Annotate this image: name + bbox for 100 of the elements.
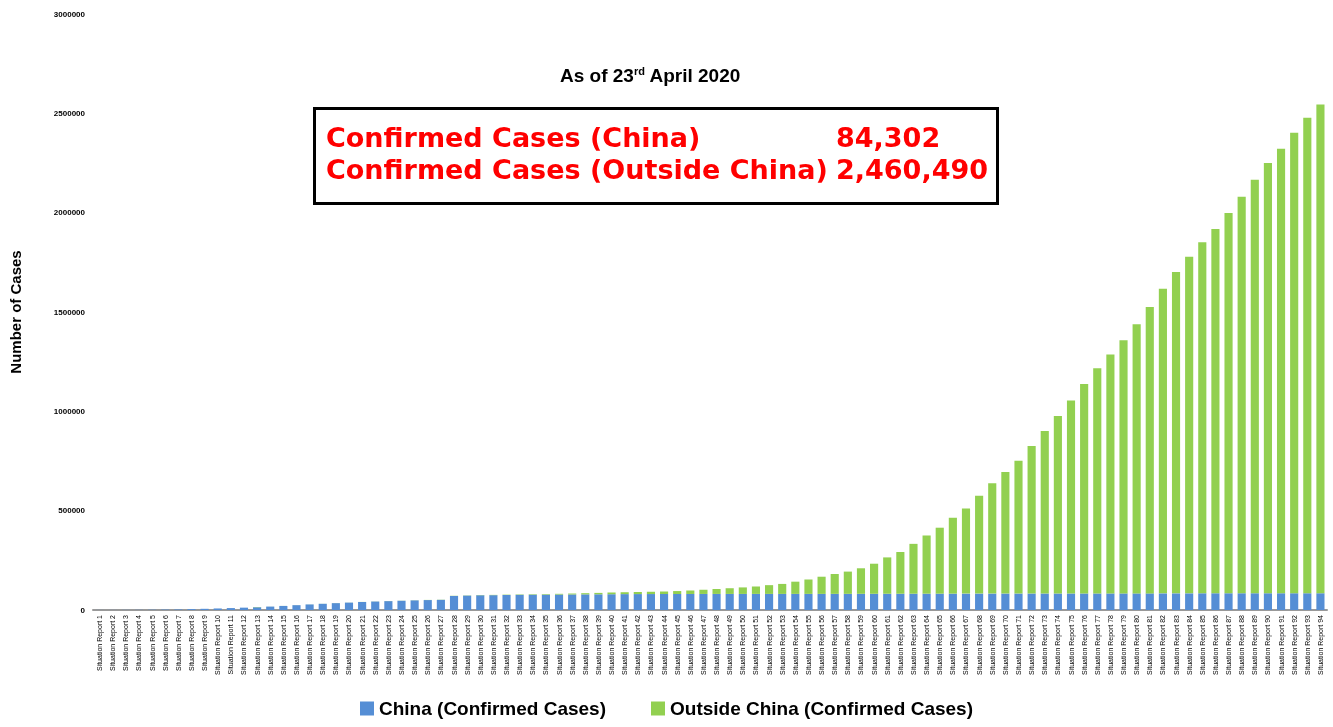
- bar: [778, 583, 787, 594]
- y-axis-title: Number of Cases: [7, 250, 24, 374]
- bar: [1132, 324, 1141, 594]
- legend-label: China (Confirmed Cases): [379, 698, 606, 719]
- bar: [1224, 213, 1233, 594]
- bar: [883, 593, 892, 610]
- bar: [712, 589, 721, 594]
- y-tick-label: 3000000: [53, 9, 86, 19]
- bar: [896, 552, 905, 594]
- bar: [1211, 228, 1220, 594]
- bar: [725, 593, 734, 610]
- bar: [1250, 179, 1259, 594]
- legend-label: Outside China (Confirmed Cases): [670, 698, 973, 719]
- bar: [1014, 460, 1023, 594]
- bar: [1145, 593, 1154, 610]
- bar: [935, 527, 944, 594]
- bar: [410, 600, 419, 610]
- bar: [975, 495, 984, 594]
- bar: [1263, 162, 1272, 594]
- bar: [961, 508, 971, 594]
- bar: [843, 571, 852, 594]
- bar: [791, 581, 800, 594]
- bar: [1001, 471, 1010, 594]
- bar: [1027, 446, 1036, 594]
- bar: [1171, 271, 1181, 594]
- bar: [1158, 593, 1167, 610]
- bar: [279, 605, 288, 610]
- bar: [948, 517, 957, 594]
- bar: [712, 593, 721, 610]
- bar: [1185, 593, 1194, 610]
- bar: [633, 594, 642, 610]
- bar: [1303, 117, 1312, 594]
- bar: [883, 557, 892, 594]
- bar: [436, 599, 445, 610]
- bar: [1093, 368, 1102, 594]
- bar: [1211, 593, 1220, 610]
- bar: [870, 593, 879, 610]
- bar: [686, 593, 695, 610]
- y-tick-label: 2000000: [53, 208, 86, 218]
- bar: [423, 600, 432, 610]
- bar: [1119, 340, 1128, 594]
- bar: [1237, 593, 1246, 610]
- bar: [751, 593, 761, 610]
- bar: [1040, 593, 1049, 610]
- bar: [830, 593, 839, 610]
- bar: [1080, 384, 1089, 594]
- bar: [1237, 196, 1246, 594]
- bar: [1263, 593, 1272, 610]
- bar: [922, 593, 931, 610]
- bar: [1185, 256, 1194, 594]
- bar: [817, 576, 826, 594]
- bar: [1027, 593, 1036, 610]
- bar: [1198, 593, 1207, 610]
- bar: [502, 594, 511, 610]
- bar: [673, 591, 682, 594]
- annotation: Confirmed Cases (Outside China): [326, 154, 828, 185]
- bar: [909, 543, 918, 594]
- bar: [961, 593, 971, 610]
- bar: [331, 603, 340, 610]
- bar: [948, 593, 957, 610]
- bar: [699, 589, 708, 594]
- y-tick-label: 2500000: [53, 108, 86, 118]
- bar: [1250, 593, 1259, 610]
- bar: [843, 593, 852, 610]
- bar: [371, 601, 380, 610]
- annotation: 2,460,490: [836, 154, 989, 185]
- bar: [1066, 593, 1076, 610]
- bar: [292, 605, 301, 610]
- y-tick-label: 500000: [58, 506, 86, 516]
- bar: [1119, 593, 1128, 610]
- bar: [804, 579, 813, 594]
- bar: [646, 594, 655, 610]
- bar: [1171, 593, 1181, 610]
- y-tick-label: 0: [80, 605, 86, 615]
- bar: [581, 594, 590, 610]
- bar: [856, 568, 866, 594]
- bar: [738, 587, 747, 594]
- bar: [1276, 593, 1286, 610]
- y-tick-label: 1000000: [53, 406, 86, 416]
- bar: [738, 593, 747, 610]
- bar: [554, 594, 564, 610]
- bar: [975, 593, 984, 610]
- bar: [358, 602, 367, 610]
- bar: [988, 483, 997, 594]
- bar: [1014, 593, 1023, 610]
- bar: [541, 594, 550, 610]
- bar: [384, 601, 393, 610]
- bar: [988, 593, 997, 610]
- bar: [725, 588, 734, 594]
- bar: [1053, 415, 1062, 594]
- bar: [515, 594, 524, 610]
- bar: [594, 594, 603, 610]
- bar: [673, 593, 682, 610]
- bar: [659, 594, 669, 610]
- annotation: 84,302: [836, 122, 941, 153]
- bar: [568, 594, 577, 610]
- bar: [1132, 593, 1141, 610]
- bar: [489, 595, 498, 610]
- bar: [896, 593, 905, 610]
- bar: [686, 590, 695, 594]
